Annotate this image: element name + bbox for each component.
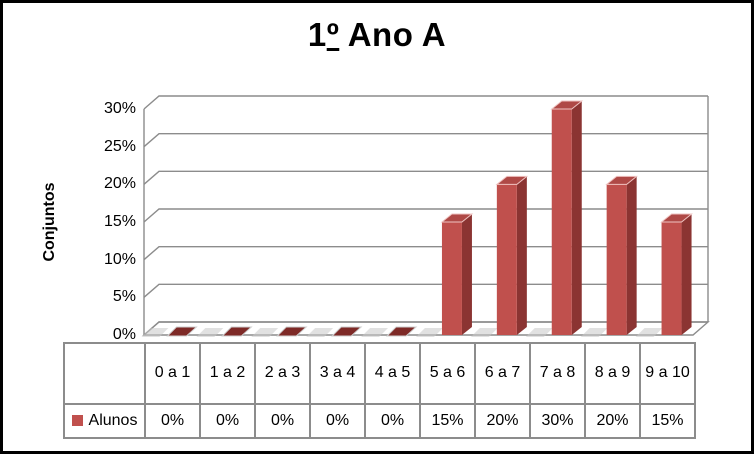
bar-top-face [550, 100, 584, 110]
bar-top-face [660, 213, 693, 223]
y-axis-title: Conjuntos [41, 182, 58, 262]
category-cell: 1 a 2 [199, 342, 256, 405]
bar-top-face [495, 175, 529, 185]
floor-shadow [580, 328, 608, 337]
category-cell: 4 a 5 [364, 342, 421, 405]
bar-front-face [496, 184, 517, 335]
bar-side-face [516, 176, 527, 335]
category-cell: 0 a 1 [144, 342, 201, 405]
value-cell: 20% [474, 403, 531, 439]
category-cell: 7 a 8 [529, 342, 586, 405]
plot-area-3d [141, 95, 710, 337]
zero-bar-top [385, 326, 418, 337]
floor-shadow [196, 328, 224, 337]
value-row: Alunos 0% 0% 0% 0% 0% 15% 20% 30% 20% 15% [63, 403, 696, 439]
table-corner-blank [63, 342, 146, 405]
floor-shadow [306, 328, 334, 337]
value-cell: 0% [144, 403, 201, 439]
bar-5-a-6 [415, 213, 474, 337]
bar-6-a-7 [470, 175, 529, 337]
category-cell: 2 a 3 [254, 342, 311, 405]
floor-shadow [525, 328, 553, 337]
zero-bar-top [166, 326, 198, 337]
value-cell: 30% [529, 403, 586, 439]
bar-front-face [606, 184, 627, 335]
bar-top-face [605, 175, 639, 185]
bar-front-face [441, 222, 462, 335]
floor-shadow [415, 328, 443, 337]
bar-side-face [571, 101, 582, 335]
value-cell: 15% [639, 403, 696, 439]
floor-shadow [361, 328, 389, 337]
bar-front-face [551, 109, 572, 335]
bar-side-face [681, 214, 692, 335]
bar-3-a-4 [306, 326, 363, 337]
category-cell: 9 a 10 [639, 342, 696, 405]
value-cell: 0% [199, 403, 256, 439]
bar-top-face [440, 213, 474, 223]
floor-shadow [251, 328, 279, 337]
zero-bar-top [221, 326, 253, 337]
zero-bar-top [276, 326, 308, 337]
floor-shadow [470, 328, 498, 337]
category-cell: 3 a 4 [309, 342, 366, 405]
value-cell: 0% [309, 403, 366, 439]
chart-title: 1º Ano A [307, 16, 447, 53]
legend-key: Alunos [63, 403, 146, 439]
bar-4-a-5 [361, 326, 418, 337]
bar-7-a-8 [525, 100, 584, 337]
bar-8-a-9 [580, 175, 639, 337]
floor-shadow [635, 328, 663, 337]
category-cell: 5 a 6 [419, 342, 476, 405]
bar-front-face [661, 222, 682, 335]
legend-color-swatch-icon [71, 415, 83, 426]
legend-label: Alunos [88, 412, 138, 429]
floor-shadow [141, 328, 169, 337]
value-cell: 20% [584, 403, 641, 439]
bar-side-face [461, 214, 472, 335]
bar-9-a-10 [635, 213, 693, 337]
value-cell: 0% [254, 403, 311, 439]
value-cell: 0% [364, 403, 421, 439]
gridline [143, 132, 708, 148]
bar-1-a-2 [196, 326, 253, 337]
gridline [143, 170, 708, 185]
category-cell: 6 a 7 [474, 342, 531, 405]
value-cell: 15% [419, 403, 476, 439]
zero-bar-top [330, 326, 363, 337]
bar-0-a-1 [141, 326, 198, 337]
category-cell: 8 a 9 [584, 342, 641, 405]
bar-side-face [626, 176, 637, 335]
bar-2-a-3 [251, 326, 308, 337]
gridline [143, 95, 708, 110]
